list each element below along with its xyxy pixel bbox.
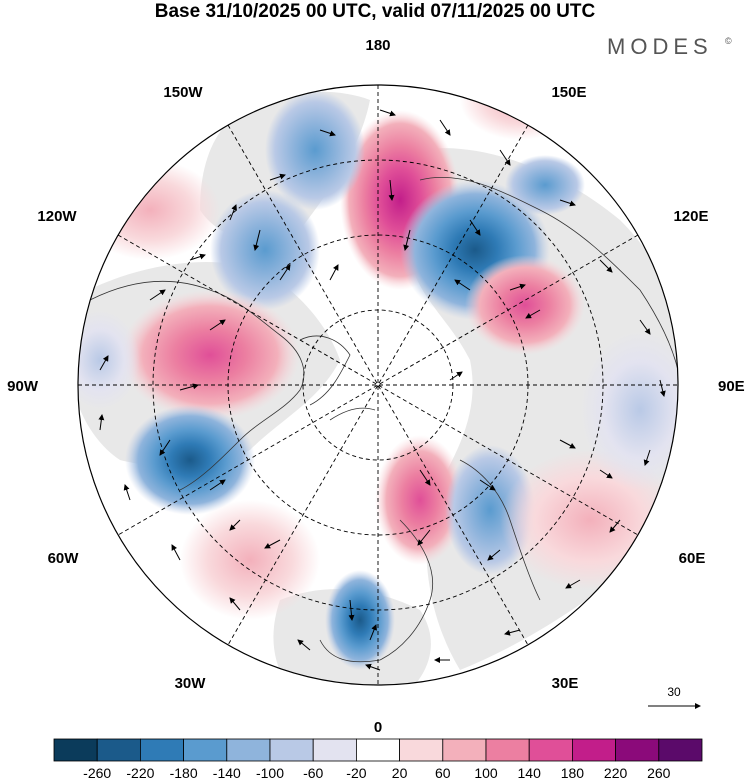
lon-label-150w: 150W [163,84,203,101]
colorbar-swatch [572,738,617,762]
colorbar-label: 260 [647,765,671,781]
lon-label-60e: 60E [679,550,706,567]
lon-label-60w: 60W [48,550,80,567]
colorbar-swatch [139,738,184,762]
lon-label-30e: 30E [552,675,579,692]
colorbar: -260 -220 -180 -140 -100 -60 -20 20 60 100 140 180 2… [53,738,703,781]
anomaly-iberia-negative [325,570,395,670]
lon-label-0: 0 [374,719,382,736]
anomaly-alaska-negative [210,190,320,310]
colorbar-swatch [485,738,530,762]
colorbar-label: -260 [83,765,111,781]
colorbar-swatch [658,738,703,762]
anomaly-canada-positive [120,290,300,420]
colorbar-label: -20 [346,765,366,781]
anomaly-atlantic-positive [180,500,320,620]
anomaly-north-atlantic-negative [125,405,255,515]
colorbar-label: 140 [518,765,542,781]
colorbar-swatch [312,738,357,762]
lon-label-180: 180 [365,37,390,54]
colorbar-swatch [183,738,228,762]
svg-text:30: 30 [667,685,681,699]
colorbar-swatch [442,738,487,762]
colorbar-swatch [528,738,573,762]
colorbar-swatch [355,738,400,762]
map-boundary [77,84,679,686]
colorbar-swatch [226,738,271,762]
colorbar-label: 20 [392,765,408,781]
colorbar-label: -220 [126,765,154,781]
polar-map-disk [78,85,678,685]
map-title: Base 31/10/2025 00 UTC, valid 07/11/2025… [155,1,596,22]
lon-label-90w: 90W [7,378,39,395]
anomaly-gulf-alaska-negative [265,90,365,210]
svg-text:©: © [725,36,732,46]
lon-label-150e: 150E [551,84,586,101]
colorbar-label: -100 [256,765,284,781]
colorbar-label: 220 [604,765,628,781]
colorbar-swatch [53,738,98,762]
colorbar-label: -180 [170,765,198,781]
graticule [78,85,678,685]
colorbar-swatch [269,738,314,762]
lon-label-90e: 90E [718,378,745,395]
lon-label-120e: 120E [673,208,708,225]
colorbar-label: 180 [561,765,585,781]
anomaly-scandinavia-positive [375,435,465,565]
colorbar-label: 100 [474,765,498,781]
longitude-labels: 180 0 90W 90E 150W 120W 150E 120E 60W 30… [7,37,745,736]
colorbar-swatch [399,738,444,762]
wind-reference: 30 [648,685,701,709]
colorbar-label: -60 [303,765,323,781]
colorbar-label: -140 [213,765,241,781]
lon-label-120w: 120W [37,208,77,225]
colorbar-swatch [615,738,660,762]
anomaly-field [78,85,678,670]
colorbar-label: 60 [435,765,451,781]
anomaly-siberia-positive [465,255,585,355]
svg-text:MODES: MODES [607,34,713,59]
colorbar-swatch [96,738,141,762]
lon-label-30w: 30W [175,675,207,692]
modes-logo: MODES © [607,34,732,59]
